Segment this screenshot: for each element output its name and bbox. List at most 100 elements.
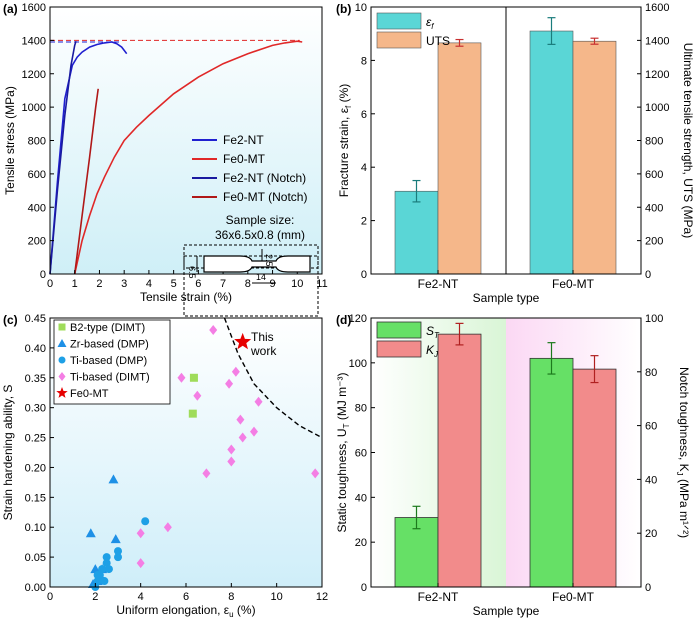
- marker-circle: [98, 565, 107, 574]
- x-axis-label: Tensile strain (%): [140, 290, 232, 304]
- marker-diamond: [250, 426, 258, 437]
- bar: [572, 40, 617, 275]
- y-tick-label: 0.15: [25, 492, 46, 504]
- y-tick-label: 8: [361, 55, 367, 67]
- dimension-label: 2.5: [264, 254, 274, 267]
- x-tick-label: 7: [220, 278, 226, 290]
- marker-square: [188, 409, 197, 418]
- y-tick-label: 400: [28, 202, 46, 214]
- dogbone-sample: [203, 255, 311, 273]
- plot-background: [50, 7, 322, 274]
- y-tick-label: 80: [645, 367, 657, 379]
- y-tick-label: 2: [361, 216, 367, 228]
- legend-label: Fe0-MT: [223, 152, 266, 166]
- x-axis-label: Sample type: [473, 604, 540, 618]
- y-tick-label: 0.30: [25, 403, 46, 415]
- y-axis-label-right: Ultimate tensile strength, UTS (MPa): [681, 43, 693, 238]
- x-axis-label: Sample type: [473, 291, 540, 305]
- marker-diamond: [254, 396, 263, 407]
- marker-diamond: [177, 372, 186, 383]
- y-axis-label: Strain hardening ability, S: [1, 385, 15, 521]
- marker-square: [189, 373, 198, 382]
- panel-b: 0 2 4 6 8 10 0 200 400 600 800 1000 1200 1400 1600 Fe2-…: [336, 2, 693, 305]
- y-tick-label: 1200: [22, 69, 46, 81]
- marker-diamond: [136, 528, 145, 539]
- y-tick-label: 0: [361, 582, 367, 594]
- annotation-text: This: [251, 330, 274, 344]
- legend-label: εf: [426, 15, 434, 31]
- marker-square: [58, 323, 66, 331]
- y-tick-label: 1200: [645, 69, 669, 81]
- y-tick-label: 800: [28, 136, 46, 148]
- boundary-curve: [223, 317, 323, 439]
- y-tick-label: 1000: [645, 102, 669, 114]
- x-tick-label: 8: [245, 278, 251, 290]
- y-tick-label: 0: [645, 269, 651, 281]
- sample-box: [183, 244, 319, 317]
- legend-label: B2-type (DIMT): [70, 322, 145, 334]
- marker-triangle: [57, 339, 67, 347]
- y-tick-label: 0: [361, 269, 367, 281]
- y-tick-label: 0.35: [25, 373, 46, 385]
- y-axis-label-left: Fracture strain, εf (%): [337, 84, 353, 198]
- y-tick-label: 0.20: [25, 462, 46, 474]
- bar: [529, 357, 574, 588]
- y-tick-label: 1600: [645, 2, 669, 14]
- panel-tag: (a): [3, 2, 18, 16]
- annotation-text: work: [250, 344, 277, 358]
- y-tick-label: 100: [349, 358, 367, 370]
- x-tick-label: 2: [96, 278, 102, 290]
- marker-circle: [100, 577, 109, 586]
- legend-swatch: [376, 31, 422, 49]
- marker-circle: [114, 547, 122, 556]
- legend-label: Fe0-MT (Notch): [223, 190, 307, 204]
- x-tick-label: 2: [92, 591, 98, 603]
- y-tick-label: 600: [645, 169, 663, 181]
- dimension-label: 6.5: [187, 266, 197, 279]
- x-tick-label: 10: [291, 278, 303, 290]
- x-tick-label: 4: [146, 278, 152, 290]
- annotation-text: 36x6.5x0.8 (mm): [215, 228, 305, 242]
- y-tick-label: 40: [355, 492, 367, 504]
- y-tick-label: 0.05: [25, 552, 46, 564]
- x-tick-label: 8: [228, 591, 234, 603]
- series-line: [49, 40, 77, 275]
- marker-diamond: [193, 390, 202, 401]
- marker-diamond: [209, 324, 218, 335]
- y-tick-label: 60: [355, 448, 367, 460]
- series-line: [49, 41, 128, 275]
- y-tick-label: 120: [349, 313, 367, 325]
- y-tick-label: 800: [645, 136, 663, 148]
- marker-triangle: [108, 474, 119, 484]
- y-tick-label: 600: [28, 169, 46, 181]
- x-tick-label: Fe2-NT: [418, 590, 459, 604]
- y-tick-label: 0.45: [25, 313, 46, 325]
- marker-diamond: [227, 456, 236, 467]
- x-axis-label: Uniform elongation, εu (%): [116, 603, 255, 619]
- legend-box: [53, 319, 171, 405]
- marker-circle: [93, 571, 102, 580]
- y-tick-label: 60: [645, 421, 657, 433]
- y-axis-label-left: Static toughness, UT (MJ m⁻³): [335, 373, 351, 533]
- annotation-text: Sample size:: [226, 213, 295, 227]
- y-tick-label: 100: [645, 313, 663, 325]
- marker-circle: [114, 553, 122, 562]
- bar: [572, 368, 617, 588]
- legend-label: UTS: [426, 34, 450, 48]
- y-tick-label: 0.00: [25, 582, 46, 594]
- marker-circle: [58, 356, 66, 364]
- x-tick-label: 9: [269, 278, 275, 290]
- legend-label: Ti-based (DIMT): [70, 372, 150, 384]
- marker-diamond: [136, 558, 145, 569]
- x-tick-label: Fe0-MT: [552, 277, 595, 291]
- marker-diamond: [227, 444, 236, 455]
- marker-diamond: [231, 366, 240, 377]
- panel-d: 0 20 40 60 80 100 120 0 20 40 60 80 100 Fe2-NT Fe0-MT S…: [335, 313, 691, 618]
- panel-tag: (c): [3, 313, 18, 327]
- legend-label: Fe0-MT: [70, 388, 109, 400]
- bar: [437, 333, 482, 588]
- y-tick-label: 0.10: [25, 522, 46, 534]
